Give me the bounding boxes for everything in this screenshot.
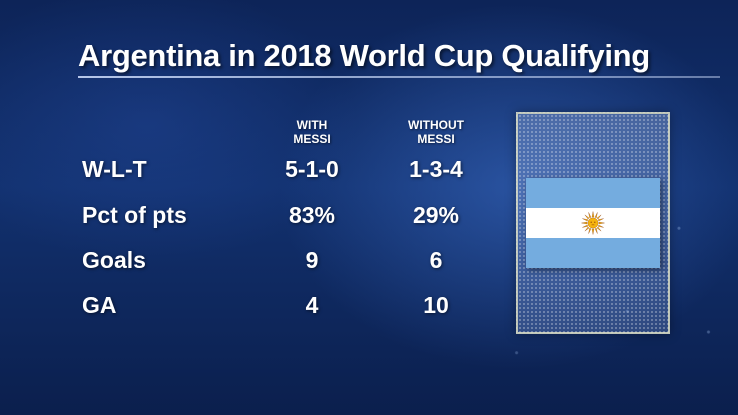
sun-of-may-icon xyxy=(581,211,605,235)
stat-value-without: 1-3-4 xyxy=(409,156,463,182)
stat-value-without: 6 xyxy=(429,247,443,273)
stat-value-with: 4 xyxy=(305,292,319,318)
stat-value-without: 10 xyxy=(423,292,449,318)
column-header-with-line2: MESSI xyxy=(293,132,331,146)
stat-label: GA xyxy=(82,292,117,318)
page-title: Argentina in 2018 World Cup Qualifying xyxy=(78,38,650,73)
stat-value-with: 9 xyxy=(305,247,319,273)
flag-top-stripe xyxy=(526,178,660,208)
stat-row-wlt: W-L-T 5-1-0 1-3-4 xyxy=(0,156,520,192)
stat-label: W-L-T xyxy=(82,156,147,182)
stat-row-goals: Goals 9 6 xyxy=(0,247,520,283)
stat-value-with: 5-1-0 xyxy=(285,156,339,182)
column-header-with-line1: WITH xyxy=(296,118,328,132)
column-header-without-line1: WITHOUT xyxy=(408,118,464,132)
column-header-without-line2: MESSI xyxy=(417,132,455,146)
stat-row-ga: GA 4 10 xyxy=(0,292,520,328)
title-underline xyxy=(78,76,720,78)
stat-value-with: 83% xyxy=(288,202,336,228)
column-header-with-messi: WITH MESSI xyxy=(252,118,372,146)
argentina-flag-icon xyxy=(526,178,660,268)
stat-row-pct-of-pts: Pct of pts 83% 29% xyxy=(0,202,520,238)
flag-bottom-stripe xyxy=(526,238,660,268)
stat-value-without: 29% xyxy=(412,202,460,228)
column-header-without-messi: WITHOUT MESSI xyxy=(376,118,496,146)
stat-label: Pct of pts xyxy=(82,202,187,228)
stat-label: Goals xyxy=(82,247,146,273)
